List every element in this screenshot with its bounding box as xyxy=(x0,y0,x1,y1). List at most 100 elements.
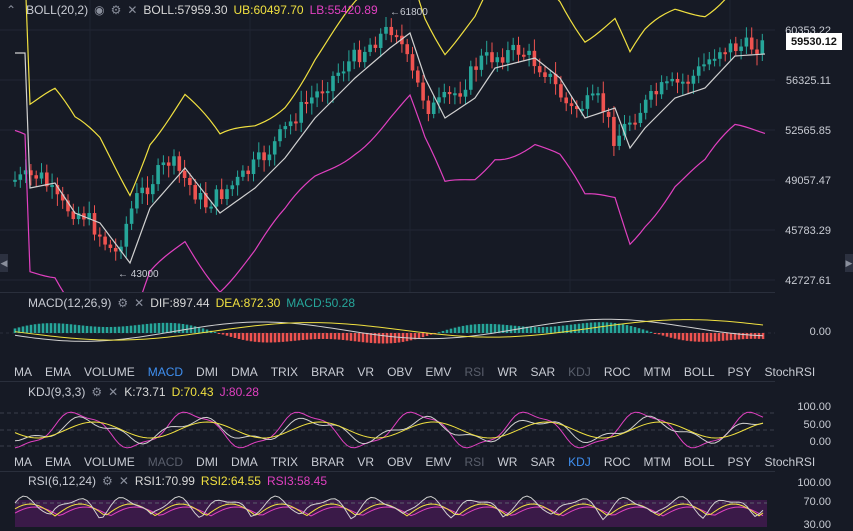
eye-icon[interactable]: ◉ xyxy=(94,3,105,17)
tab-macd[interactable]: MACD xyxy=(147,455,184,469)
tab-ma[interactable]: MA xyxy=(14,455,32,469)
macd-histogram-bar xyxy=(717,333,721,342)
macd-histogram-bar xyxy=(141,324,145,333)
tab-boll[interactable]: BOLL xyxy=(683,455,715,469)
candle xyxy=(135,193,139,209)
macd-histogram-bar xyxy=(749,333,753,339)
macd-histogram-bar xyxy=(573,324,577,333)
tab-sar[interactable]: SAR xyxy=(530,365,556,379)
boll-name: BOLL(20,2) xyxy=(26,3,89,17)
tab-obv[interactable]: OBV xyxy=(387,455,413,469)
rsi-chart[interactable] xyxy=(0,472,775,527)
macd-histogram-bar xyxy=(173,323,177,333)
macd-histogram-bar xyxy=(745,333,749,339)
macd-histogram-bar xyxy=(177,323,181,333)
tab-psy[interactable]: PSY xyxy=(727,455,752,469)
macd-histogram-bar xyxy=(693,333,697,342)
tab-emv[interactable]: EMV xyxy=(425,365,452,379)
tab-roc[interactable]: ROC xyxy=(603,365,631,379)
boll-legend: ⌃ BOLL(20,2) ◉ ⚙ ✕ BOLL:57959.30 UB:6049… xyxy=(6,2,384,18)
macd-histogram-bar xyxy=(449,328,453,333)
tab-dma[interactable]: DMA xyxy=(231,455,258,469)
candle xyxy=(665,81,669,84)
tab-volume[interactable]: VOLUME xyxy=(84,455,135,469)
tab-trix[interactable]: TRIX xyxy=(270,365,299,379)
macd-histogram-bar xyxy=(261,333,265,343)
boll-lower-band xyxy=(14,93,766,292)
tab-obv[interactable]: OBV xyxy=(387,365,413,379)
tab-ema[interactable]: EMA xyxy=(45,455,72,469)
tab-dmi[interactable]: DMI xyxy=(196,365,219,379)
macd-histogram-bar xyxy=(181,323,185,333)
tab-dma[interactable]: DMA xyxy=(231,365,258,379)
candle xyxy=(723,52,727,55)
macd-histogram-bar xyxy=(133,325,137,333)
tab-ema[interactable]: EMA xyxy=(45,365,72,379)
tab-vr[interactable]: VR xyxy=(357,455,375,469)
kdj-name: KDJ(9,3,3) xyxy=(28,385,86,399)
macd-histogram-bar xyxy=(521,326,525,333)
tab-kdj[interactable]: KDJ xyxy=(568,455,591,469)
tab-ma[interactable]: MA xyxy=(14,365,32,379)
rsi1-line xyxy=(14,495,764,521)
tab-sar[interactable]: SAR xyxy=(530,455,556,469)
main-chart[interactable] xyxy=(0,0,775,292)
tab-brar[interactable]: BRAR xyxy=(311,365,345,379)
macd-histogram-bar xyxy=(533,327,537,333)
macd-histogram-bar xyxy=(381,333,385,344)
macd-histogram-bar xyxy=(329,333,333,340)
close-icon[interactable]: ✕ xyxy=(127,3,138,17)
tab-rsi[interactable]: RSI xyxy=(464,455,485,469)
candle xyxy=(363,51,367,63)
tab-trix[interactable]: TRIX xyxy=(270,455,299,469)
tab-stochrsi[interactable]: StochRSI xyxy=(764,455,816,469)
candle xyxy=(251,159,256,175)
candle xyxy=(320,91,325,94)
macd-histogram-bar xyxy=(761,333,765,340)
candle xyxy=(394,35,399,38)
collapse-icon[interactable]: ⌃ xyxy=(6,3,17,17)
macd-histogram-bar xyxy=(353,333,357,342)
tab-vr[interactable]: VR xyxy=(357,365,375,379)
macd-histogram-bar xyxy=(345,333,349,341)
tab-dmi[interactable]: DMI xyxy=(196,455,219,469)
candle xyxy=(400,35,404,45)
tab-brar[interactable]: BRAR xyxy=(311,455,345,469)
candle xyxy=(172,156,176,166)
tab-boll[interactable]: BOLL xyxy=(683,365,715,379)
macd-chart[interactable] xyxy=(0,293,775,361)
tab-volume[interactable]: VOLUME xyxy=(84,365,135,379)
settings-icon[interactable]: ⚙ xyxy=(91,385,103,399)
tab-psy[interactable]: PSY xyxy=(727,365,752,379)
tab-macd[interactable]: MACD xyxy=(147,365,184,379)
close-icon[interactable]: ✕ xyxy=(134,296,145,310)
tab-stochrsi[interactable]: StochRSI xyxy=(764,365,816,379)
candle xyxy=(537,66,542,73)
settings-icon[interactable]: ⚙ xyxy=(102,474,113,488)
tab-wr[interactable]: WR xyxy=(497,455,518,469)
candle xyxy=(691,75,696,84)
tab-mtm[interactable]: MTM xyxy=(643,365,671,379)
macd-histogram-bar xyxy=(673,333,677,339)
macd-histogram-bar xyxy=(617,323,621,333)
tab-kdj[interactable]: KDJ xyxy=(568,365,591,379)
close-icon[interactable]: ✕ xyxy=(118,474,129,488)
macd-histogram-bar xyxy=(393,333,397,343)
tab-emv[interactable]: EMV xyxy=(425,455,452,469)
macd-histogram-bar xyxy=(465,325,469,333)
pane-divider[interactable] xyxy=(0,471,775,472)
right-scroll-handle[interactable]: ▶ xyxy=(845,254,853,272)
tab-wr[interactable]: WR xyxy=(497,365,518,379)
kdj-chart[interactable] xyxy=(0,382,775,452)
macd-histogram-bar xyxy=(193,326,197,333)
close-icon[interactable]: ✕ xyxy=(108,385,119,399)
pane-divider[interactable] xyxy=(0,292,775,293)
settings-icon[interactable]: ⚙ xyxy=(117,296,129,310)
tab-mtm[interactable]: MTM xyxy=(643,455,671,469)
tab-roc[interactable]: ROC xyxy=(603,455,631,469)
settings-icon[interactable]: ⚙ xyxy=(110,3,122,17)
price-axis-label: 56325.11 xyxy=(785,75,831,87)
tab-rsi[interactable]: RSI xyxy=(464,365,485,379)
left-scroll-handle[interactable]: ◀ xyxy=(0,254,8,272)
pane-divider[interactable] xyxy=(0,381,775,382)
